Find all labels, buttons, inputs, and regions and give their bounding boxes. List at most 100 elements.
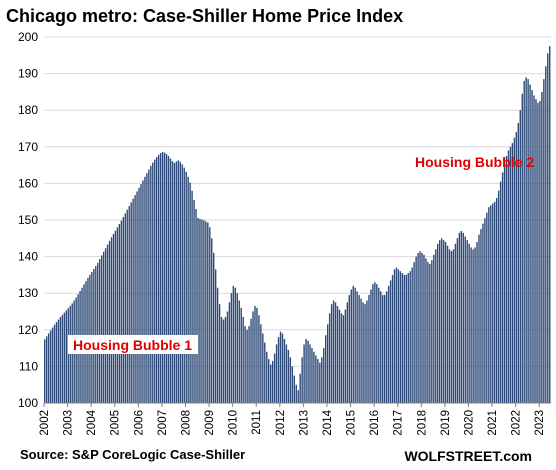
annotation-box bbox=[68, 335, 198, 354]
bar bbox=[519, 110, 521, 403]
bar bbox=[236, 293, 238, 403]
bar bbox=[385, 291, 388, 403]
bar bbox=[523, 80, 525, 404]
bar bbox=[126, 209, 128, 403]
bar bbox=[252, 311, 254, 403]
bar bbox=[380, 291, 382, 403]
bar bbox=[248, 326, 250, 403]
bar bbox=[250, 318, 252, 403]
bar bbox=[543, 79, 545, 403]
bar bbox=[118, 224, 121, 403]
bar bbox=[152, 162, 154, 403]
bar bbox=[474, 247, 476, 403]
bar bbox=[148, 169, 150, 403]
bar bbox=[446, 245, 449, 403]
bar bbox=[362, 302, 364, 403]
bar bbox=[330, 304, 333, 403]
bar bbox=[191, 190, 193, 403]
bar bbox=[268, 359, 270, 403]
y-tick-label: 130 bbox=[18, 286, 38, 300]
bar bbox=[161, 151, 164, 403]
bar bbox=[440, 238, 443, 403]
bar bbox=[234, 287, 237, 403]
bar bbox=[266, 351, 268, 403]
x-tick-label: 2017 bbox=[393, 410, 405, 436]
bar bbox=[517, 123, 519, 403]
bar bbox=[494, 201, 496, 403]
bar bbox=[374, 282, 376, 403]
bar bbox=[165, 154, 168, 403]
bar bbox=[222, 319, 225, 403]
bar bbox=[448, 249, 451, 403]
bar bbox=[313, 351, 315, 403]
bar bbox=[214, 269, 217, 403]
bar bbox=[256, 307, 258, 403]
bar bbox=[116, 227, 119, 403]
bar bbox=[454, 243, 457, 403]
bar bbox=[507, 150, 510, 403]
x-tick-label: 2008 bbox=[180, 410, 192, 436]
bar bbox=[456, 238, 459, 403]
bar bbox=[525, 77, 527, 403]
bar bbox=[527, 79, 529, 403]
bar bbox=[205, 221, 207, 403]
x-tick-label: 2011 bbox=[251, 410, 263, 435]
bar bbox=[307, 340, 309, 403]
bar bbox=[358, 295, 360, 403]
bar bbox=[156, 157, 158, 403]
bar bbox=[211, 238, 213, 403]
bar bbox=[301, 357, 303, 403]
bar bbox=[511, 143, 514, 403]
bar bbox=[258, 315, 260, 403]
bar bbox=[49, 330, 52, 403]
bar bbox=[293, 375, 295, 403]
bar bbox=[488, 207, 490, 403]
bar bbox=[326, 324, 329, 403]
bar bbox=[354, 287, 356, 403]
bar bbox=[352, 285, 354, 403]
bar bbox=[397, 269, 400, 403]
bar bbox=[509, 146, 512, 404]
bar bbox=[100, 255, 103, 403]
bar bbox=[283, 338, 286, 403]
bar bbox=[262, 333, 264, 403]
bar bbox=[269, 364, 272, 403]
x-tick-label: 2018 bbox=[416, 410, 428, 436]
bar bbox=[482, 223, 484, 403]
bar bbox=[533, 95, 535, 403]
bar bbox=[478, 234, 480, 403]
bar bbox=[401, 273, 404, 403]
bar bbox=[299, 373, 301, 403]
x-tick-label: 2006 bbox=[133, 410, 145, 436]
bar bbox=[529, 84, 531, 403]
bar bbox=[399, 271, 402, 403]
y-tick-label: 180 bbox=[18, 103, 38, 117]
bar bbox=[387, 285, 390, 403]
bar bbox=[232, 285, 235, 403]
bar bbox=[319, 362, 321, 403]
bar bbox=[366, 300, 368, 403]
bar bbox=[144, 176, 146, 403]
bar bbox=[340, 313, 343, 403]
source-note: Source: S&P CoreLogic Case-Shiller bbox=[20, 447, 245, 462]
bar bbox=[462, 232, 464, 403]
bar bbox=[104, 248, 107, 403]
bar bbox=[409, 271, 411, 403]
bar bbox=[433, 254, 435, 403]
bar bbox=[277, 337, 280, 403]
bar bbox=[356, 291, 358, 403]
bar bbox=[332, 300, 335, 403]
bar bbox=[505, 155, 508, 403]
bar bbox=[279, 331, 282, 403]
bar bbox=[242, 316, 244, 403]
bar bbox=[427, 262, 429, 403]
bar bbox=[102, 251, 105, 403]
bar bbox=[246, 329, 248, 403]
bar bbox=[281, 333, 284, 403]
bar bbox=[244, 326, 246, 403]
bar bbox=[470, 247, 472, 403]
bar bbox=[303, 344, 305, 403]
bar bbox=[264, 342, 266, 403]
bar bbox=[499, 181, 502, 403]
